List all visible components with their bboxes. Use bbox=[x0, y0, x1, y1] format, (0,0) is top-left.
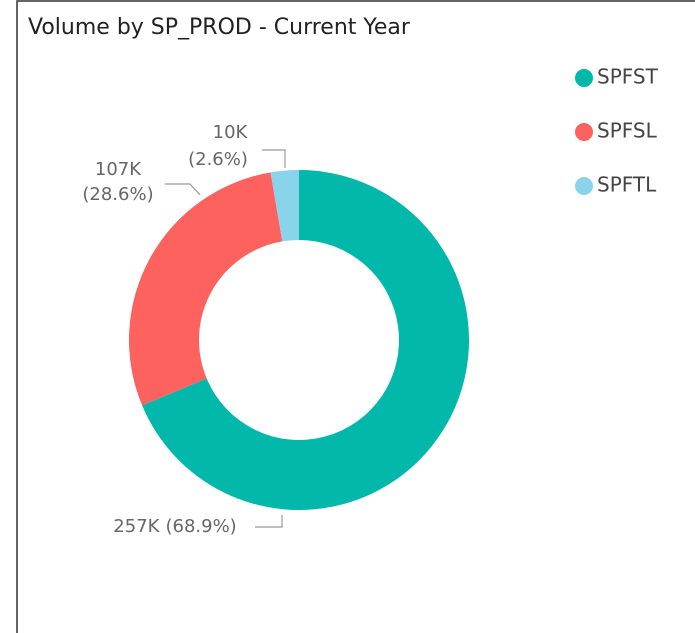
legend-swatch bbox=[575, 123, 593, 141]
data-label-value: 10K bbox=[213, 122, 249, 143]
data-label-value: 257K bbox=[113, 516, 160, 537]
frame bbox=[16, 0, 695, 633]
data-label-value: 107K bbox=[95, 159, 142, 180]
leader-line bbox=[255, 515, 283, 528]
data-label-percent: (28.6%) bbox=[82, 184, 153, 205]
legend-label: SPFTL bbox=[597, 173, 657, 197]
chart-title: Volume by SP_PROD - Current Year bbox=[28, 15, 411, 40]
data-label-percent: (2.6%) bbox=[188, 149, 248, 170]
legend-label: SPFSL bbox=[597, 119, 658, 143]
data-label: 257K (68.9%) bbox=[113, 516, 236, 537]
legend-swatch bbox=[575, 177, 593, 195]
donut-slice bbox=[270, 170, 299, 242]
data-label-percent: (68.9%) bbox=[165, 516, 236, 537]
donut-slice bbox=[142, 170, 469, 511]
donut-slice bbox=[128, 172, 283, 406]
leader-line bbox=[165, 183, 201, 196]
legend-swatch bbox=[575, 69, 593, 87]
legend-label: SPFST bbox=[597, 65, 659, 89]
leader-line bbox=[262, 149, 286, 168]
